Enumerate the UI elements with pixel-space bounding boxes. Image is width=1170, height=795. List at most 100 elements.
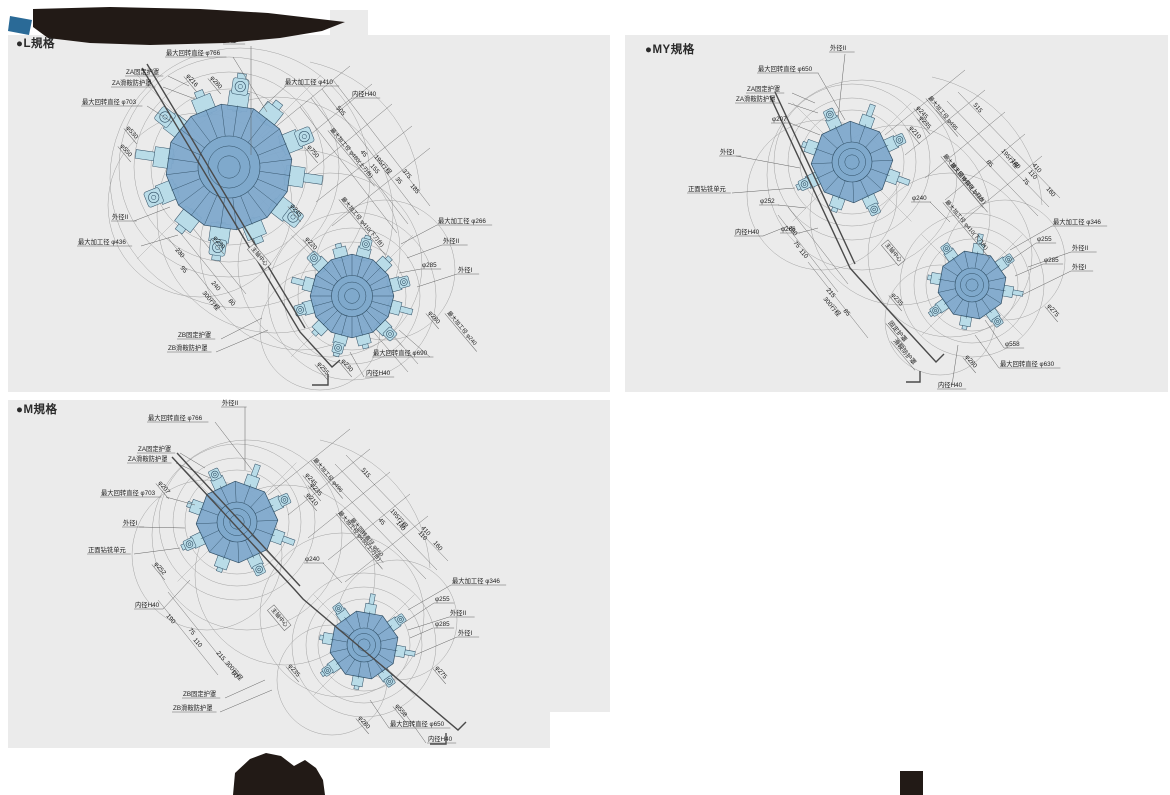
drawing-label: 45 <box>358 149 368 159</box>
dimension-line <box>267 428 351 496</box>
leader-line <box>219 689 273 713</box>
svg-text:φ285: φ285 <box>422 262 437 269</box>
guard-rail <box>430 733 447 745</box>
drawing-label: φ255 <box>1036 236 1057 244</box>
logo-remnant <box>33 7 345 45</box>
leader-line <box>322 562 343 584</box>
drawing-label: 最大回转直径 φ766 <box>147 413 209 423</box>
dimension-line <box>310 97 409 225</box>
drawing-label: φ252 <box>759 198 780 206</box>
leader-line <box>167 75 190 87</box>
guard-rail <box>141 67 341 368</box>
turret <box>177 462 297 582</box>
svg-text:85: 85 <box>841 308 851 318</box>
page-marker <box>900 771 923 795</box>
dimension-line <box>327 493 411 561</box>
svg-text:最大回转直径 φ703: 最大回转直径 φ703 <box>82 97 137 106</box>
guard-rail <box>146 63 306 329</box>
machine-photo-remnant <box>233 753 325 795</box>
leader-line <box>162 86 196 100</box>
drawing-label: φ558 <box>1004 341 1025 349</box>
svg-text:最大回转直径 φ630: 最大回转直径 φ630 <box>1000 359 1055 368</box>
drawing-label: ZB固定护罩 <box>182 689 221 699</box>
drawing-label: φ266 <box>780 226 801 234</box>
svg-text:φ285: φ285 <box>1044 257 1059 264</box>
drawing-label: 35 <box>393 176 403 186</box>
leader-line <box>731 187 796 194</box>
svg-text:外径I: 外径I <box>458 628 473 637</box>
drawing-label: 85 <box>841 308 851 318</box>
leader-line <box>261 85 287 109</box>
leader-line <box>215 329 269 353</box>
leader-line <box>817 72 846 121</box>
svg-text:最大加工径 φ266: 最大加工径 φ266 <box>438 216 486 225</box>
svg-text:ZB固定护罩: ZB固定护罩 <box>178 330 211 339</box>
leader-line <box>179 452 206 469</box>
svg-text:ZB固定护罩: ZB固定护罩 <box>183 689 216 698</box>
tool-holder <box>386 613 407 632</box>
drawing-label: 外径II <box>111 212 137 222</box>
drawing-label: 外径II <box>829 43 855 53</box>
dimension-line <box>332 79 431 207</box>
dimension-line <box>167 591 229 668</box>
turret <box>313 593 416 696</box>
svg-text:95: 95 <box>178 265 188 275</box>
svg-text:ZA固定护罩: ZA固定护罩 <box>138 444 171 453</box>
drawing-label: φ240 <box>304 556 325 564</box>
dimension-line <box>157 599 219 676</box>
tool-holder <box>861 192 881 217</box>
drawing-label: 外径II <box>449 608 475 618</box>
tool-holder <box>386 275 411 293</box>
svg-text:φ255: φ255 <box>435 596 450 603</box>
svg-text:最大回转直径 φ766: 最大回转直径 φ766 <box>148 413 203 422</box>
leader-line <box>404 602 435 623</box>
drawing-label: 75 <box>791 240 801 250</box>
drawing-label: ZA滑鞍防护罩 <box>111 78 156 88</box>
dimension-line <box>167 237 227 311</box>
leader-line <box>414 636 458 656</box>
leader-line <box>798 227 819 234</box>
drawing-label: 最大加工径 φ266 <box>437 216 493 226</box>
leader-line <box>220 317 263 340</box>
tool-holder <box>373 317 398 342</box>
svg-text:85: 85 <box>984 159 994 169</box>
svg-text:80: 80 <box>229 670 239 680</box>
leader-line <box>369 699 390 729</box>
leader-line <box>1014 263 1044 277</box>
drawing-label: 外径I <box>719 147 742 157</box>
panel-L-bg <box>8 10 610 392</box>
svg-text:ZB滑鞍防护罩: ZB滑鞍防护罩 <box>173 703 213 712</box>
svg-text:最大回转直径 φ690: 最大回转直径 φ690 <box>373 348 428 357</box>
leader-line <box>1027 251 1072 268</box>
guard-rail <box>171 456 467 731</box>
svg-text:80: 80 <box>226 298 236 308</box>
svg-text:45: 45 <box>376 517 386 527</box>
svg-text:外径II: 外径II <box>450 608 466 617</box>
drawing-label: ZB滑鞍防护罩 <box>167 343 212 353</box>
panel-title-my: ●MY規格 <box>645 44 695 56</box>
drawing-label: 内径H40 <box>427 734 457 744</box>
drawing-label: ZB滑鞍防护罩 <box>172 703 217 713</box>
svg-text:正面钻铣单元: 正面钻铣单元 <box>688 184 726 193</box>
leader-line <box>789 122 821 136</box>
drawing-label: 最大回转直径 φ703 <box>100 488 162 498</box>
tool-holder <box>363 593 377 616</box>
drawing-label: 内径H40 <box>351 89 381 99</box>
leader-line <box>787 102 819 114</box>
drawing-label: 内径H40 <box>365 368 395 378</box>
tool-holder <box>994 253 1015 272</box>
svg-text:φ558: φ558 <box>1005 341 1020 348</box>
svg-text:外径II: 外径II <box>1072 243 1088 252</box>
svg-text:75: 75 <box>186 627 196 637</box>
tool-holder <box>355 234 373 262</box>
drawing-label: 45 <box>376 517 386 527</box>
leader-line <box>232 56 268 113</box>
drawing-label: 最大加工径 φ346 <box>451 576 507 586</box>
drawing-label: φ255 <box>434 596 455 604</box>
drawing-label: 正面钻铣单元 <box>687 184 731 194</box>
drawing-label: 内径H40 <box>134 600 164 610</box>
svg-text:最大加工径 φ410: 最大加工径 φ410 <box>285 77 333 86</box>
guard-rail <box>312 374 329 386</box>
leader-line <box>735 155 801 169</box>
drawing-label: ZA固定护罩 <box>125 67 164 77</box>
